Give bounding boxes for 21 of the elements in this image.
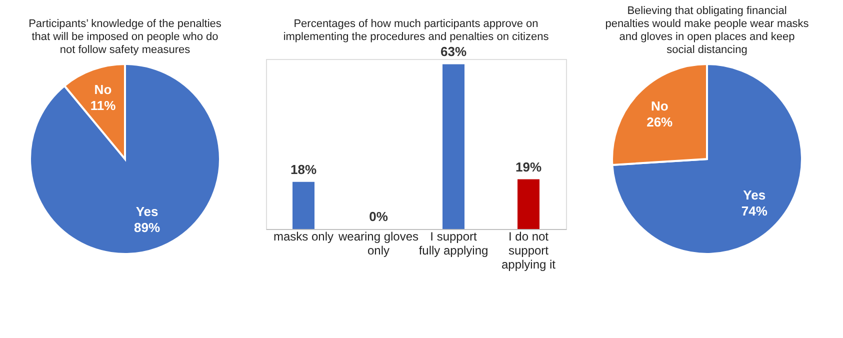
data-label: 11% [90,98,116,113]
data-label: 26% [646,114,674,130]
slice-label: No [94,82,112,97]
chart-title: Percentages of how much participants approve on implementing the procedures and penalties on citizens [283,18,550,44]
slice-label: No [650,98,668,114]
chart-title: Believing that obligating financial penalties would make people wear masks and gloves in open places and keep social distancing [605,5,810,56]
x-tick-label: masks only [273,230,334,244]
data-label: 63% [440,44,467,60]
x-tick-label: I support fully applying [418,230,488,258]
data-label: 89% [134,220,160,236]
data-label: 18% [290,162,317,177]
slice-label: Yes [743,187,766,202]
x-tick-label: wearing gloves only [337,230,419,258]
slice-label: Yes [136,204,158,220]
data-label: 19% [515,159,542,174]
pie-slice [611,63,803,255]
x-tick-label: I do not support applying it [501,230,556,272]
data-label: 0% [369,209,388,224]
chart-title: Participants’ knowledge of the penalties that will be imposed on people who do not follow safety measures [28,18,222,56]
pie-slice [29,63,221,255]
data-label: 74% [741,203,768,218]
